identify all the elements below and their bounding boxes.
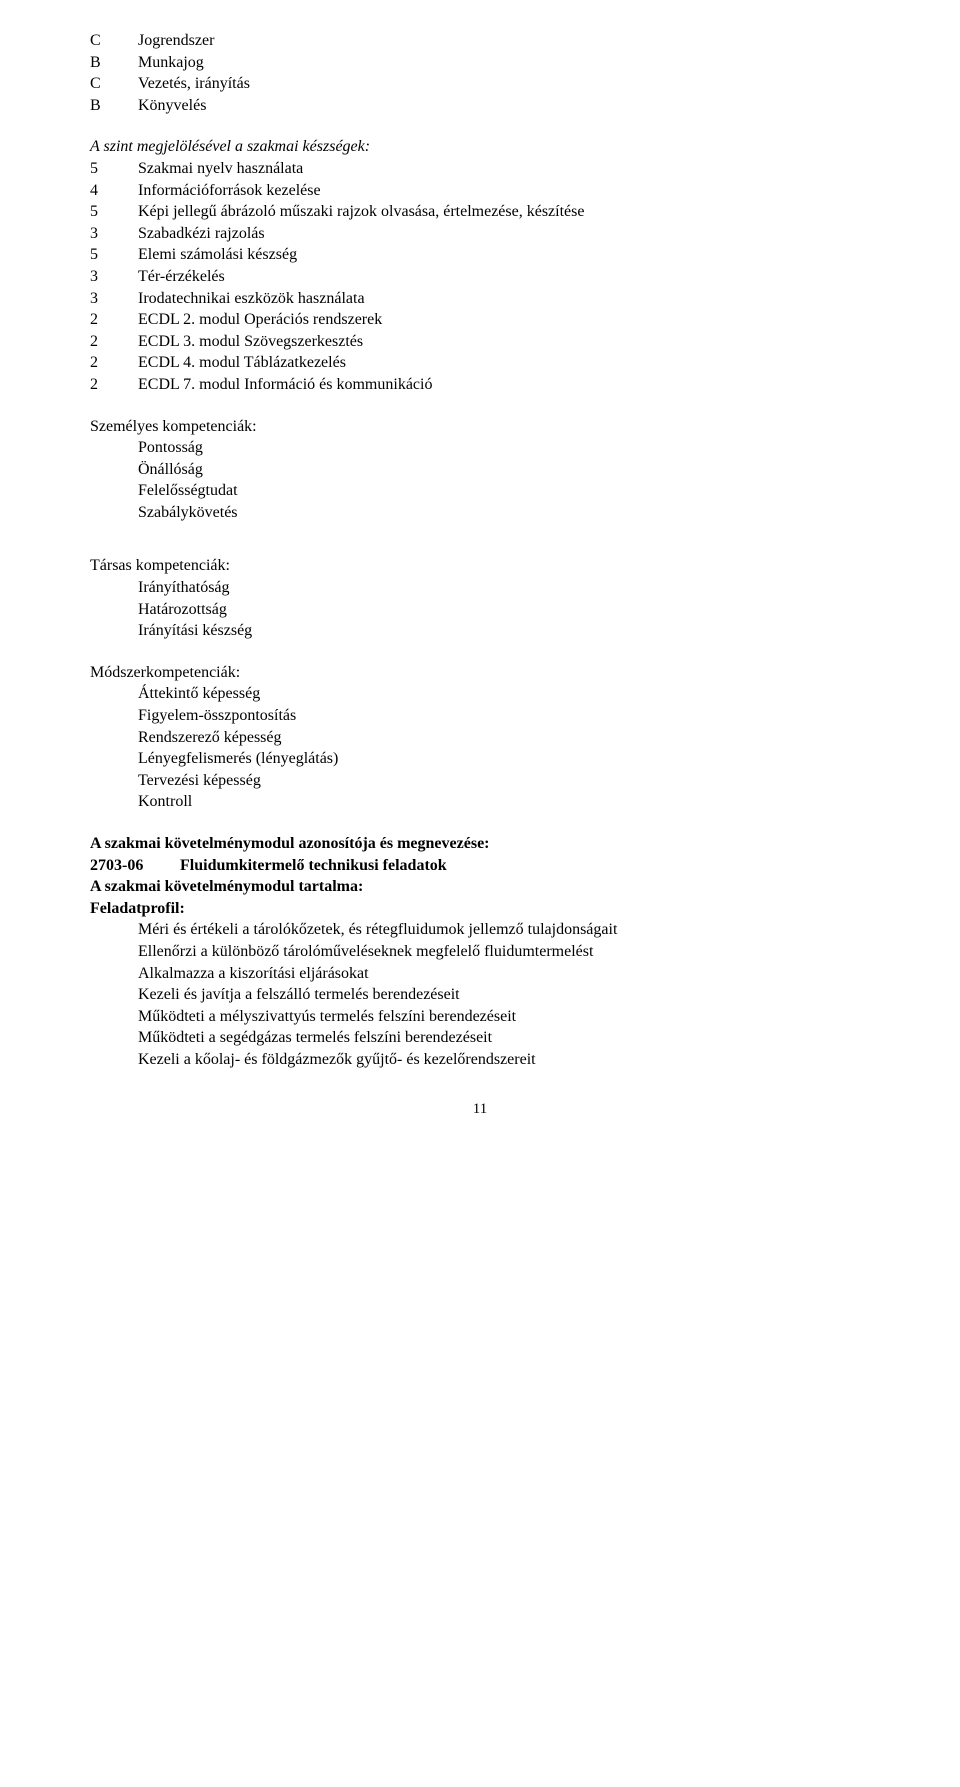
list-item: Ellenőrzi a különböző tárolóműveléseknek… [138,941,870,963]
level: 5 [90,244,138,266]
personal-list: Pontosság Önállóság Felelősségtudat Szab… [90,437,870,523]
label: Szabadkézi rajzolás [138,223,870,245]
method-list: Áttekintő képesség Figyelem-összpontosít… [90,683,870,813]
label: Munkajog [138,52,870,74]
list-item: 2ECDL 2. modul Operációs rendszerek [90,309,870,331]
list-item: Figyelem-összpontosítás [138,705,870,727]
list-item: 3Tér-érzékelés [90,266,870,288]
list-item: Rendszerező képesség [138,727,870,749]
module-code: 2703-06 [90,855,180,877]
module-row: 2703-06 Fluidumkitermelő technikusi fela… [90,855,870,877]
level: 2 [90,374,138,396]
label: Szakmai nyelv használata [138,158,870,180]
top-code-list: C Jogrendszer B Munkajog C Vezetés, irán… [90,30,870,116]
list-item: Kontroll [138,791,870,813]
level: 2 [90,352,138,374]
level: 2 [90,309,138,331]
list-item: C Jogrendszer [90,30,870,52]
code: B [90,52,138,74]
list-item: 5Elemi számolási készség [90,244,870,266]
label: Elemi számolási készség [138,244,870,266]
social-heading: Társas kompetenciák: [90,555,870,577]
feladatprofil-heading: Feladatprofil: [90,898,870,920]
list-item: Önállóság [138,459,870,481]
method-heading: Módszerkompetenciák: [90,662,870,684]
label: ECDL 4. modul Táblázatkezelés [138,352,870,374]
label: Könyvelés [138,95,870,117]
label: ECDL 3. modul Szövegszerkesztés [138,331,870,353]
code: C [90,30,138,52]
level: 3 [90,266,138,288]
list-item: C Vezetés, irányítás [90,73,870,95]
level: 5 [90,158,138,180]
code: B [90,95,138,117]
label: Vezetés, irányítás [138,73,870,95]
list-item: 4Információforrások kezelése [90,180,870,202]
list-item: Alkalmazza a kiszorítási eljárásokat [138,963,870,985]
list-item: Pontosság [138,437,870,459]
page-container: C Jogrendszer B Munkajog C Vezetés, irán… [0,0,960,1159]
label: ECDL 2. modul Operációs rendszerek [138,309,870,331]
list-item: 3Irodatechnikai eszközök használata [90,288,870,310]
list-item: 3Szabadkézi rajzolás [90,223,870,245]
level: 4 [90,180,138,202]
skills-list: 5Szakmai nyelv használata 4Információfor… [90,158,870,396]
list-item: Tervezési képesség [138,770,870,792]
list-item: Kezeli és javítja a felszálló termelés b… [138,984,870,1006]
list-item: 2ECDL 7. modul Információ és kommunikáci… [90,374,870,396]
list-item: Működteti a mélyszivattyús termelés fels… [138,1006,870,1028]
list-item: Irányítási készség [138,620,870,642]
label: Tér-érzékelés [138,266,870,288]
list-item: Határozottság [138,599,870,621]
skills-heading: A szint megjelölésével a szakmai készség… [90,136,870,158]
module-content-heading: A szakmai követelménymodul tartalma: [90,876,870,898]
module-title: Fluidumkitermelő technikusi feladatok [180,855,870,877]
level: 3 [90,223,138,245]
list-item: 2ECDL 3. modul Szövegszerkesztés [90,331,870,353]
list-item: Méri és értékeli a tárolókőzetek, és rét… [138,919,870,941]
code: C [90,73,138,95]
list-item: 5Képi jellegű ábrázoló műszaki rajzok ol… [90,201,870,223]
level: 3 [90,288,138,310]
list-item: Áttekintő képesség [138,683,870,705]
social-list: Irányíthatóság Határozottság Irányítási … [90,577,870,642]
label: Képi jellegű ábrázoló műszaki rajzok olv… [138,201,870,223]
list-item: B Munkajog [90,52,870,74]
label: Jogrendszer [138,30,870,52]
list-item: Felelősségtudat [138,480,870,502]
level: 2 [90,331,138,353]
list-item: B Könyvelés [90,95,870,117]
list-item: Irányíthatóság [138,577,870,599]
personal-heading: Személyes kompetenciák: [90,416,870,438]
label: Irodatechnikai eszközök használata [138,288,870,310]
list-item: 2ECDL 4. modul Táblázatkezelés [90,352,870,374]
page-number: 11 [90,1099,870,1119]
list-item: 5Szakmai nyelv használata [90,158,870,180]
module-id-heading: A szakmai követelménymodul azonosítója é… [90,833,870,855]
feladatprofil-list: Méri és értékeli a tárolókőzetek, és rét… [90,919,870,1070]
label: Információforrások kezelése [138,180,870,202]
level: 5 [90,201,138,223]
list-item: Működteti a segédgázas termelés felszíni… [138,1027,870,1049]
list-item: Szabálykövetés [138,502,870,524]
list-item: Kezeli a kőolaj- és földgázmezők gyűjtő-… [138,1049,870,1071]
label: ECDL 7. modul Információ és kommunikáció [138,374,870,396]
list-item: Lényegfelismerés (lényeglátás) [138,748,870,770]
